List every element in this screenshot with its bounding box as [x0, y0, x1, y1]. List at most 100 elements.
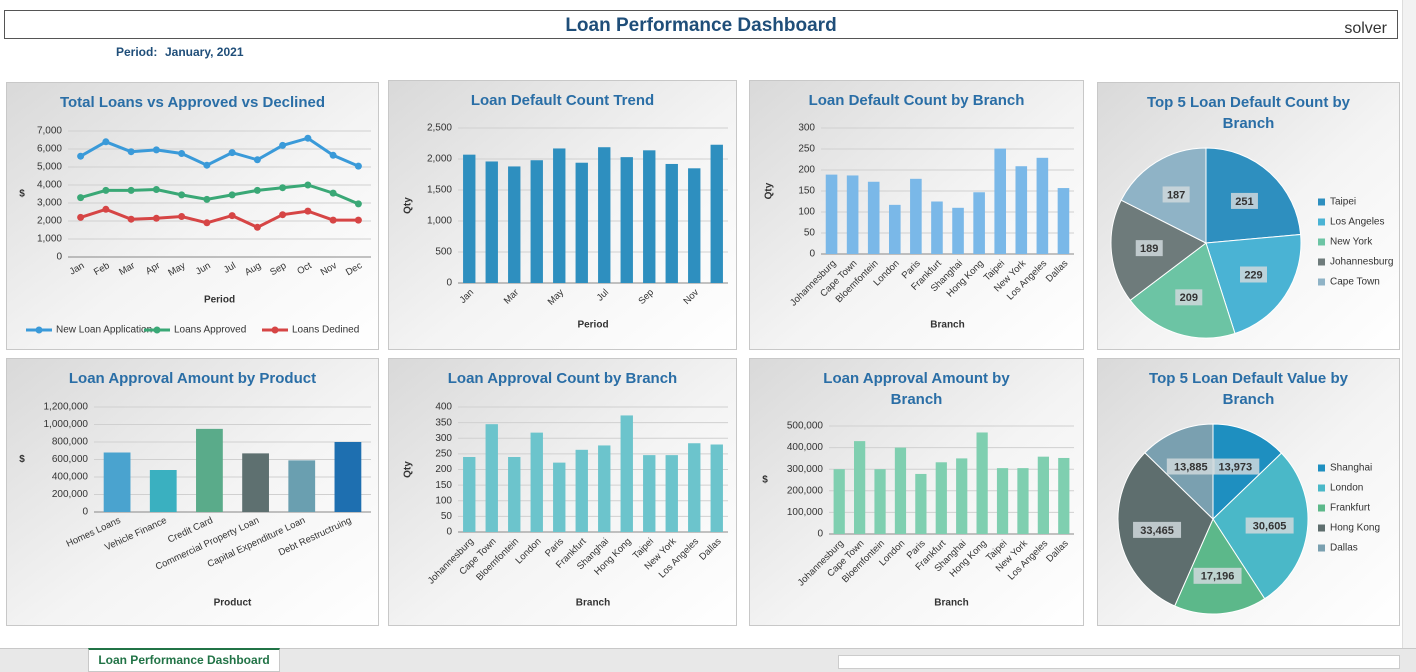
line-point — [253, 223, 261, 231]
chart-panel: 251 229 209 189 187 Taipei Los Angeles New York… — [1097, 82, 1400, 350]
y-tick-label: 2,500 — [427, 123, 452, 134]
legend-swatch — [1318, 524, 1325, 532]
bar — [530, 432, 543, 532]
y-tick-label: 0 — [446, 278, 452, 289]
bar — [710, 444, 723, 532]
pie-slice — [1205, 233, 1302, 335]
bar — [1015, 166, 1028, 254]
legend-label: Loans Dedined — [292, 325, 359, 336]
bar — [910, 178, 922, 254]
chart-panel: 0100,000200,000300,000400,000500,000Joha… — [749, 358, 1084, 626]
data-label-bg — [1175, 289, 1203, 306]
line-point — [203, 161, 211, 169]
vertical-scrollbar[interactable] — [1402, 0, 1416, 648]
horizontal-scrollbar[interactable] — [838, 655, 1400, 669]
bar — [288, 460, 316, 512]
dashboard-title: Loan Performance Dashboard — [565, 15, 837, 36]
y-axis-label: Qty — [403, 197, 414, 214]
y-tick-label: 250 — [435, 449, 452, 460]
legend-label: Shanghai — [1330, 463, 1372, 474]
bar — [665, 163, 678, 283]
data-label-bg — [1135, 240, 1163, 257]
bar — [931, 201, 943, 254]
line-point — [228, 191, 236, 199]
y-tick-label: 250 — [798, 144, 815, 155]
line-series — [79, 136, 359, 168]
y-tick-label: 7,000 — [37, 126, 62, 137]
chart-title: Top 5 Loan Default Value by Branch — [1149, 370, 1348, 408]
legend-swatch — [1318, 218, 1325, 226]
x-tick-label: Jul — [222, 260, 238, 276]
bar — [242, 453, 269, 512]
y-tick-label: 100 — [435, 495, 452, 506]
y-tick-label: 1,500 — [427, 185, 452, 196]
bar — [1036, 157, 1049, 254]
bar — [956, 458, 968, 534]
line-point — [178, 150, 186, 157]
line-point — [304, 181, 312, 189]
line-point — [279, 184, 287, 192]
bar — [598, 147, 611, 283]
data-label: 17,196 — [1201, 571, 1235, 583]
bar — [994, 148, 1007, 254]
y-tick-label: 300,000 — [787, 464, 824, 475]
y-tick-label: 50 — [804, 228, 816, 239]
sheet-tab[interactable]: Loan Performance Dashboard — [88, 648, 280, 672]
line-point — [203, 219, 211, 227]
bar — [894, 447, 907, 534]
legend-marker — [271, 326, 279, 334]
bar — [1037, 456, 1049, 534]
chart-panel: 0 200,000 400,000 600,000 800,000 1,000,000 1,… — [6, 358, 379, 626]
y-tick-label: 150 — [435, 480, 452, 491]
chart-title: Loan Default Count by Branch — [808, 92, 1025, 109]
y-tick-label: 2,000 — [37, 216, 62, 227]
data-label-bg — [1211, 458, 1260, 475]
x-axis-label: Branch — [930, 320, 964, 331]
bar — [1017, 468, 1029, 534]
bar — [688, 443, 701, 532]
legend-label: New Loan Application — [56, 325, 152, 336]
line-point — [127, 148, 135, 156]
line-point — [354, 162, 362, 170]
line-point — [354, 200, 362, 208]
y-tick-label: 0 — [817, 529, 823, 540]
line-point — [354, 216, 362, 224]
y-tick-label: 400,000 — [787, 442, 824, 453]
line-point — [279, 141, 287, 149]
y-tick-label: 0 — [56, 252, 62, 263]
data-label: 187 — [1167, 189, 1185, 201]
line-series — [80, 183, 359, 206]
bar — [1057, 188, 1070, 254]
bar — [854, 441, 866, 534]
panel-background — [6, 82, 379, 350]
bar — [888, 204, 901, 254]
panel-background — [388, 358, 737, 626]
y-tick-label: 200 — [435, 464, 452, 475]
data-label: 33,465 — [1140, 525, 1174, 537]
y-tick-label: 150 — [798, 186, 815, 197]
line-point — [228, 212, 236, 220]
bar — [149, 470, 177, 512]
line-point — [102, 186, 110, 194]
legend-label: London — [1330, 483, 1363, 494]
bar — [935, 462, 947, 534]
y-tick-label: 0 — [809, 249, 815, 260]
data-label: 189 — [1140, 243, 1158, 255]
data-label: 251 — [1235, 196, 1253, 208]
bar — [508, 166, 521, 283]
line-series — [80, 207, 359, 229]
header: Loan Performance Dashboard solver — [4, 10, 1398, 39]
line-point — [178, 213, 186, 220]
chart-title: Total Loans vs Approved vs Declined — [59, 94, 326, 111]
line-point — [228, 149, 236, 157]
bar — [996, 468, 1009, 534]
bar — [643, 455, 656, 532]
line-point — [178, 191, 186, 199]
y-tick-label: 3,000 — [37, 198, 62, 209]
line-point — [152, 146, 160, 154]
logo: solver — [1344, 20, 1387, 37]
y-axis-label: Qty — [764, 182, 775, 199]
